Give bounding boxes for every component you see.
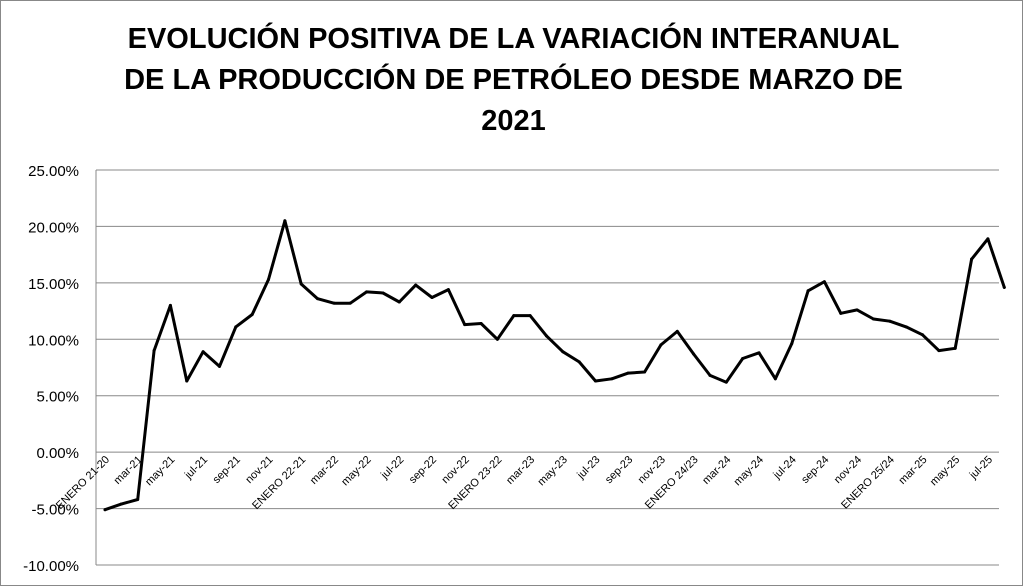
data-point <box>561 350 565 354</box>
x-tick-label: jul-22 <box>378 454 406 482</box>
data-point <box>986 237 990 241</box>
x-tick-label: mar-24 <box>700 454 733 487</box>
data-point <box>316 297 320 301</box>
data-point <box>299 282 303 286</box>
x-tick-label: nov-24 <box>832 454 864 486</box>
data-point <box>267 277 270 281</box>
data-point <box>757 351 761 355</box>
data-point <box>839 311 843 315</box>
x-tick-label: sep-24 <box>799 454 831 486</box>
x-tick-label: jul-21 <box>182 454 210 482</box>
y-tick-label: 5.00% <box>36 389 79 406</box>
x-tick-label: nov-21 <box>243 454 275 486</box>
x-tick-label: jul-23 <box>574 454 602 482</box>
data-point <box>708 373 712 377</box>
data-point <box>904 325 908 329</box>
x-tick-label: nov-23 <box>636 454 668 486</box>
data-point <box>544 334 548 338</box>
x-tick-label: jul-25 <box>967 454 995 482</box>
data-point <box>692 352 696 356</box>
y-tick-label: 15.00% <box>28 276 79 293</box>
data-point <box>365 290 369 294</box>
series-line <box>103 219 1006 512</box>
chart-title: EVOLUCIÓN POSITIVA DE LA VARIACIÓN INTER… <box>61 19 966 142</box>
x-tick-label: may-24 <box>732 454 766 488</box>
data-point <box>953 346 957 350</box>
data-point <box>217 364 221 368</box>
data-point <box>626 371 630 375</box>
chart-title-line-1: EVOLUCIÓN POSITIVA DE LA VARIACIÓN INTER… <box>127 23 900 55</box>
data-point <box>430 296 434 300</box>
x-tick-label: sep-23 <box>603 454 635 486</box>
data-point <box>479 321 483 325</box>
x-tick-label: sep-22 <box>407 454 439 486</box>
data-point <box>937 349 941 353</box>
y-tick-label: 25.00% <box>28 163 79 180</box>
data-point <box>381 291 385 295</box>
gridlines <box>96 169 999 566</box>
data-point <box>332 301 336 305</box>
data-point <box>643 370 647 374</box>
y-tick-label: -5.00% <box>31 502 79 519</box>
data-point <box>201 350 205 354</box>
x-tick-label: may-22 <box>339 454 373 488</box>
data-point <box>250 312 254 316</box>
series-layer <box>103 219 1006 512</box>
data-point <box>152 349 156 353</box>
data-point <box>806 289 810 293</box>
x-tick-label: mar-25 <box>896 454 929 487</box>
data-point <box>741 356 745 360</box>
x-tick-label: sep-21 <box>211 454 243 486</box>
data-point <box>855 308 859 312</box>
x-tick-label: jul-24 <box>771 454 799 482</box>
data-point <box>495 337 499 341</box>
data-point <box>463 323 467 327</box>
chart-title-line-3: 2021 <box>481 105 546 137</box>
data-point <box>773 377 777 381</box>
data-point <box>871 317 875 321</box>
data-point <box>348 301 352 305</box>
data-point <box>921 333 924 337</box>
data-point <box>790 342 794 346</box>
data-point <box>185 379 189 383</box>
data-point <box>234 325 238 329</box>
data-point <box>675 329 679 333</box>
data-point <box>414 283 418 287</box>
data-point <box>577 360 581 364</box>
data-point <box>397 300 401 304</box>
x-tick-label: may-25 <box>928 454 962 488</box>
data-point <box>610 377 614 381</box>
data-point <box>888 319 892 323</box>
data-point <box>822 280 826 284</box>
y-tick-label: 0.00% <box>36 445 79 462</box>
data-point <box>528 314 532 318</box>
data-point <box>512 314 516 318</box>
y-tick-label: 10.00% <box>28 332 79 349</box>
x-tick-label: mar-23 <box>504 454 537 487</box>
data-point <box>283 219 287 223</box>
data-point <box>446 288 450 292</box>
data-point <box>724 380 728 384</box>
data-point <box>136 498 140 502</box>
x-tick-label: nov-22 <box>440 454 472 486</box>
data-point <box>168 303 172 307</box>
x-tick-label: may-23 <box>535 454 569 488</box>
y-tick-label: -10.00% <box>23 558 79 575</box>
x-tick-label: mar-22 <box>308 454 341 487</box>
data-point <box>970 257 974 261</box>
x-tick-label: ENERO 21-20 <box>54 454 112 512</box>
data-point <box>1002 285 1006 289</box>
y-tick-labels: -10.00% -5.00% 0.00% 5.00% 10.00% 15.00% 20.00… <box>23 163 79 575</box>
data-point <box>659 343 663 347</box>
data-point <box>119 502 123 506</box>
x-tick-label: may-21 <box>143 454 177 488</box>
data-point <box>594 379 597 383</box>
data-point <box>103 508 107 512</box>
chart-title-line-2: DE LA PRODUCCIÓN DE PETRÓLEO DESDE MARZO… <box>124 64 903 96</box>
y-tick-label: 20.00% <box>28 219 79 236</box>
